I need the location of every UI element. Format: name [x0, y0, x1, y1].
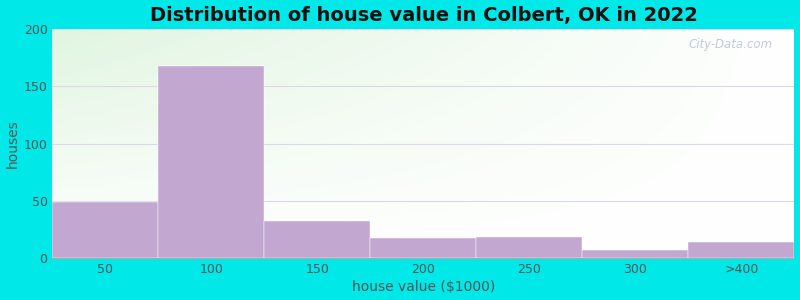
Bar [689, 242, 794, 258]
Bar [53, 202, 158, 258]
X-axis label: house value ($1000): house value ($1000) [352, 280, 495, 294]
Text: City-Data.com: City-Data.com [688, 38, 772, 51]
Title: Distribution of house value in Colbert, OK in 2022: Distribution of house value in Colbert, … [150, 6, 698, 25]
Bar [477, 237, 582, 258]
Y-axis label: houses: houses [6, 119, 19, 168]
Bar [582, 250, 689, 258]
Bar [265, 220, 370, 258]
Bar [370, 238, 477, 258]
Bar [158, 66, 265, 258]
